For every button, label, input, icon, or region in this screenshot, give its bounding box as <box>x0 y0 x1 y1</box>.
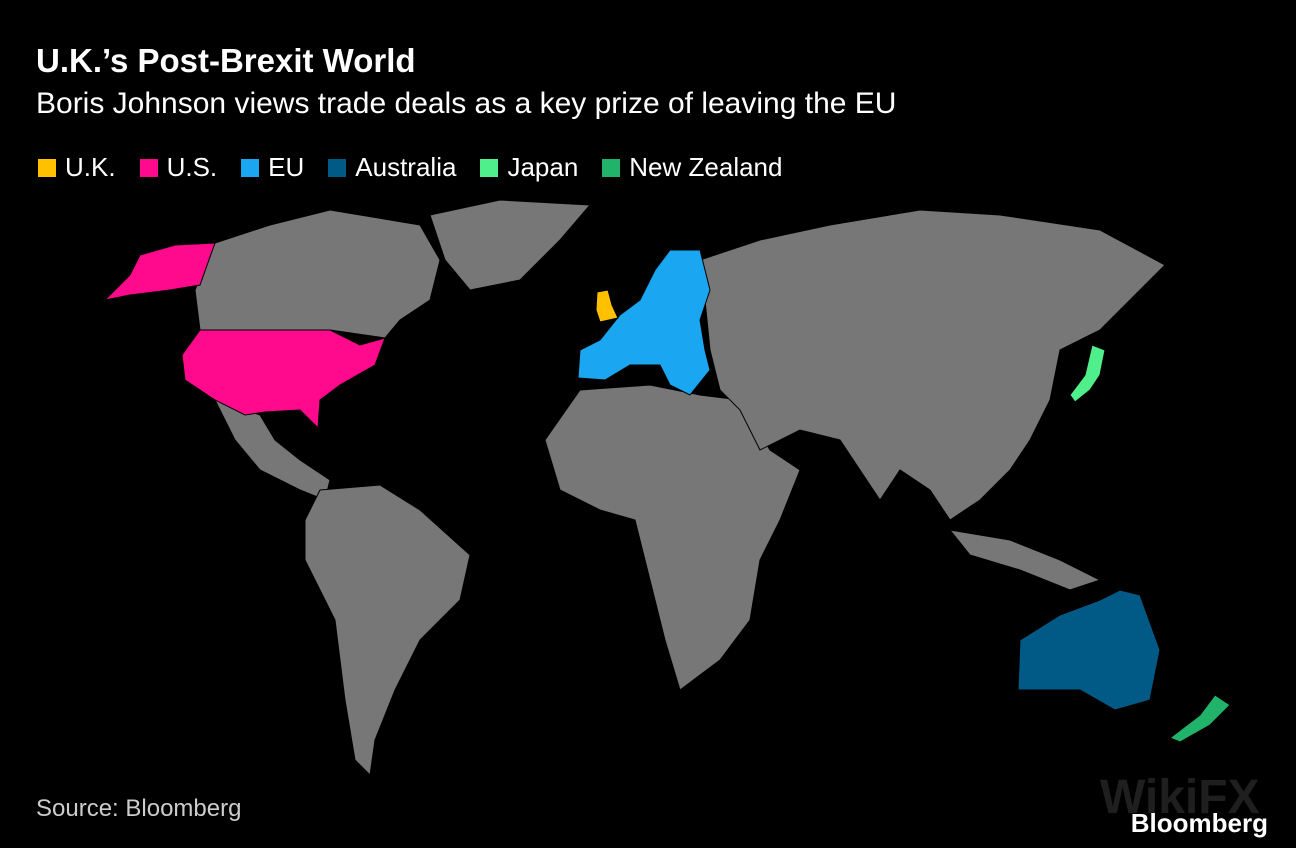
legend: U.K. U.S. EU Australia Japan New Zealand <box>38 152 782 183</box>
australia <box>1017 589 1161 711</box>
legend-swatch <box>480 158 499 177</box>
legend-label: New Zealand <box>629 152 783 182</box>
united-kingdom <box>595 289 619 323</box>
legend-item: EU <box>241 152 304 183</box>
legend-swatch <box>241 158 260 177</box>
legend-label: Australia <box>355 152 457 182</box>
legend-swatch <box>602 158 621 177</box>
legend-label: EU <box>268 152 305 182</box>
legend-label: U.K. <box>65 152 116 182</box>
european-union <box>577 249 711 396</box>
title: U.K.’s Post-Brexit World <box>36 42 416 79</box>
greenland <box>429 199 592 291</box>
eurasia <box>699 209 1166 521</box>
canada <box>194 209 441 339</box>
legend-item: Australia <box>328 152 456 183</box>
united-states <box>181 329 386 430</box>
legend-label: Japan <box>507 152 579 182</box>
japan <box>1069 344 1106 403</box>
legend-label: U.S. <box>166 152 218 182</box>
legend-swatch <box>139 158 158 177</box>
watermark: WikiFX <box>1100 771 1260 824</box>
alaska <box>103 242 216 301</box>
legend-item: U.K. <box>38 152 116 183</box>
legend-swatch <box>328 158 347 177</box>
subtitle: Boris Johnson views trade deals as a key… <box>36 87 897 120</box>
brand: Bloomberg <box>1130 808 1268 838</box>
new-zealand <box>1168 694 1231 743</box>
south-america <box>304 484 471 777</box>
legend-item: U.S. <box>139 152 218 183</box>
southeast-asia-islands <box>948 529 1102 591</box>
legend-swatch <box>38 158 56 177</box>
source: Source: Bloomberg <box>36 795 242 822</box>
legend-item: Japan <box>480 152 578 183</box>
legend-item: New Zealand <box>602 152 782 183</box>
